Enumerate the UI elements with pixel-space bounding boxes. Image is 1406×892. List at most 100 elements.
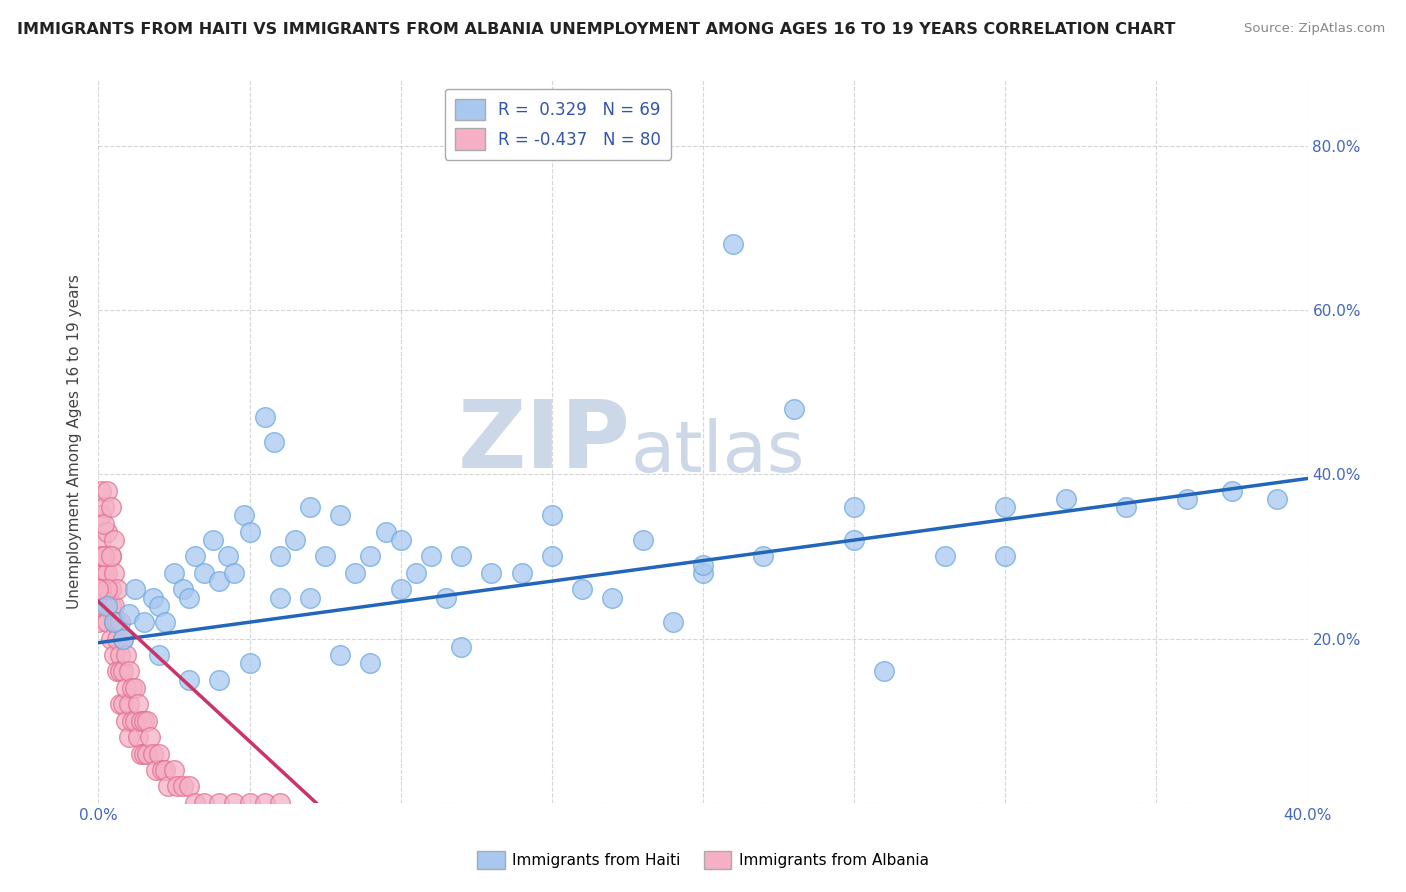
- Point: [96, 582, 118, 597]
- Point: [344, 566, 367, 580]
- Point: [108, 615, 131, 630]
- Point: [132, 615, 155, 630]
- Point: [96, 524, 118, 539]
- Point: [239, 524, 262, 539]
- Point: [108, 665, 131, 679]
- Point: [93, 516, 115, 531]
- Point: [844, 500, 866, 515]
- Point: [100, 549, 122, 564]
- Point: [135, 747, 157, 761]
- Point: [145, 763, 167, 777]
- Point: [96, 591, 118, 605]
- Point: [269, 591, 291, 605]
- Point: [405, 566, 427, 580]
- Point: [360, 549, 382, 564]
- Point: [90, 508, 112, 523]
- Point: [179, 591, 201, 605]
- Point: [96, 615, 118, 630]
- Point: [239, 657, 262, 671]
- Point: [118, 607, 141, 621]
- Point: [450, 640, 472, 654]
- Point: [224, 796, 246, 810]
- Text: IMMIGRANTS FROM HAITI VS IMMIGRANTS FROM ALBANIA UNEMPLOYMENT AMONG AGES 16 TO 1: IMMIGRANTS FROM HAITI VS IMMIGRANTS FROM…: [17, 22, 1175, 37]
- Point: [150, 763, 173, 777]
- Point: [752, 549, 775, 564]
- Point: [124, 681, 146, 695]
- Point: [481, 566, 503, 580]
- Point: [692, 566, 714, 580]
- Point: [571, 582, 593, 597]
- Point: [360, 657, 382, 671]
- Point: [127, 730, 149, 744]
- Point: [103, 615, 125, 630]
- Point: [217, 549, 239, 564]
- Point: [100, 632, 122, 646]
- Point: [90, 483, 112, 498]
- Point: [100, 500, 122, 515]
- Legend: R =  0.329   N = 69, R = -0.437   N = 80: R = 0.329 N = 69, R = -0.437 N = 80: [444, 88, 671, 160]
- Point: [96, 566, 118, 580]
- Point: [103, 566, 125, 580]
- Point: [1115, 500, 1137, 515]
- Point: [540, 508, 562, 523]
- Point: [100, 582, 122, 597]
- Point: [389, 533, 412, 547]
- Text: ZIP: ZIP: [457, 395, 630, 488]
- Point: [179, 780, 201, 794]
- Point: [179, 673, 201, 687]
- Point: [661, 615, 683, 630]
- Point: [208, 574, 231, 588]
- Point: [87, 582, 110, 597]
- Point: [127, 698, 149, 712]
- Point: [93, 549, 115, 564]
- Point: [103, 615, 125, 630]
- Point: [232, 508, 254, 523]
- Point: [374, 524, 396, 539]
- Point: [172, 780, 194, 794]
- Point: [434, 591, 457, 605]
- Point: [103, 533, 125, 547]
- Point: [87, 615, 110, 630]
- Point: [129, 714, 152, 728]
- Point: [148, 747, 170, 761]
- Point: [208, 796, 231, 810]
- Point: [111, 632, 134, 646]
- Text: Source: ZipAtlas.com: Source: ZipAtlas.com: [1244, 22, 1385, 36]
- Point: [93, 566, 115, 580]
- Point: [90, 533, 112, 547]
- Point: [193, 796, 215, 810]
- Point: [184, 549, 207, 564]
- Y-axis label: Unemployment Among Ages 16 to 19 years: Unemployment Among Ages 16 to 19 years: [67, 274, 83, 609]
- Point: [420, 549, 443, 564]
- Point: [153, 615, 176, 630]
- Point: [105, 582, 128, 597]
- Point: [202, 533, 225, 547]
- Point: [184, 796, 207, 810]
- Point: [156, 780, 179, 794]
- Point: [142, 747, 165, 761]
- Point: [124, 582, 146, 597]
- Point: [299, 591, 322, 605]
- Point: [111, 665, 134, 679]
- Point: [135, 714, 157, 728]
- Point: [239, 796, 262, 810]
- Point: [105, 665, 128, 679]
- Point: [148, 599, 170, 613]
- Point: [118, 665, 141, 679]
- Point: [121, 714, 143, 728]
- Point: [269, 549, 291, 564]
- Point: [253, 409, 276, 424]
- Point: [1220, 483, 1243, 498]
- Point: [389, 582, 412, 597]
- Point: [108, 648, 131, 662]
- Point: [105, 615, 128, 630]
- Point: [631, 533, 654, 547]
- Point: [163, 763, 186, 777]
- Point: [114, 714, 136, 728]
- Point: [96, 483, 118, 498]
- Point: [90, 549, 112, 564]
- Point: [329, 648, 352, 662]
- Point: [450, 549, 472, 564]
- Point: [994, 549, 1017, 564]
- Point: [100, 549, 122, 564]
